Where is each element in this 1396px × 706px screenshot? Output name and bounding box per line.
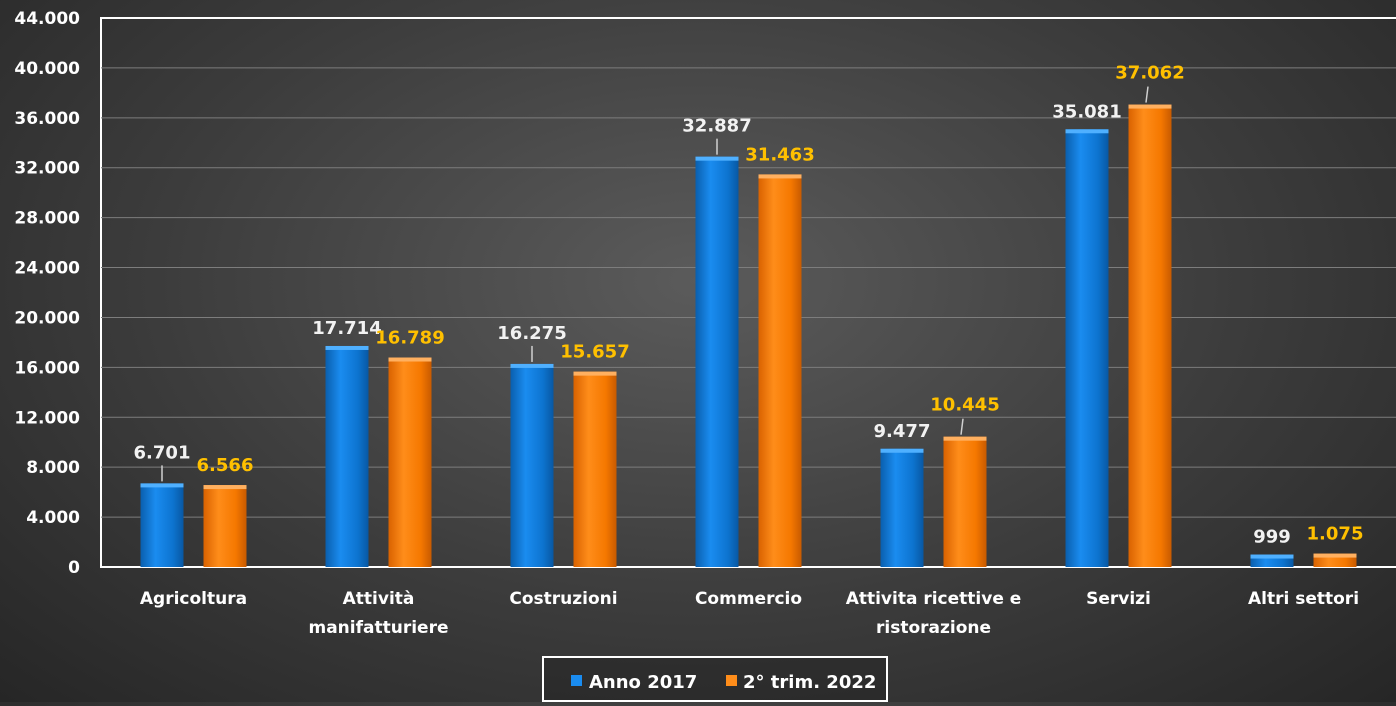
bar-top-anno-2017 — [1065, 129, 1109, 134]
legend-swatch-2-trim-2022 — [726, 675, 737, 686]
bar-anno-2017 — [325, 345, 369, 567]
x-tick-label: Commercio — [695, 589, 802, 609]
data-label-2-trim-2022: 15.657 — [560, 342, 629, 363]
bar-2-trim-2022 — [943, 436, 987, 567]
bar-top-anno-2017 — [695, 156, 739, 161]
legend-label-2-trim-2022: 2° trim. 2022 — [743, 672, 876, 693]
bar-2-trim-2022 — [388, 357, 432, 567]
x-tick-label: Altri settori — [1248, 589, 1359, 609]
bar-anno-2017 — [510, 363, 554, 567]
bar-top-2-trim-2022 — [573, 371, 617, 376]
data-label-2-trim-2022: 6.566 — [197, 455, 254, 476]
bar-2-trim-2022 — [203, 485, 247, 567]
x-tick-label: Attivita ricettive e — [846, 589, 1022, 609]
data-label-2-trim-2022: 10.445 — [930, 395, 999, 416]
bar-top-anno-2017 — [325, 345, 369, 350]
leader-line — [1145, 86, 1149, 103]
data-label-2-trim-2022: 1.075 — [1307, 524, 1364, 545]
x-tick-label: ristorazione — [876, 618, 991, 638]
y-tick-label: 36.000 — [14, 109, 80, 129]
bar-top-anno-2017 — [510, 363, 554, 368]
y-tick-label: 16.000 — [14, 358, 80, 378]
y-tick-label: 24.000 — [14, 259, 80, 279]
data-label-anno-2017: 32.887 — [682, 116, 751, 137]
y-tick-label: 0 — [68, 558, 80, 578]
data-label-2-trim-2022: 31.463 — [745, 144, 814, 165]
leader-line — [960, 418, 964, 435]
bar-top-2-trim-2022 — [1128, 104, 1172, 109]
bar-2-trim-2022 — [1128, 104, 1172, 567]
bar-top-2-trim-2022 — [203, 485, 247, 490]
y-tick-label: 12.000 — [14, 408, 80, 428]
data-label-anno-2017: 17.714 — [312, 318, 381, 339]
data-label-2-trim-2022: 16.789 — [375, 328, 444, 349]
bar-top-anno-2017 — [1250, 554, 1294, 559]
y-tick-label: 28.000 — [14, 209, 80, 229]
bar-anno-2017 — [1065, 129, 1109, 567]
y-tick-label: 20.000 — [14, 308, 80, 328]
data-label-anno-2017: 16.275 — [497, 323, 566, 344]
legend-label-anno-2017: Anno 2017 — [589, 672, 697, 693]
bar-anno-2017 — [695, 156, 739, 568]
bar-top-2-trim-2022 — [943, 436, 987, 441]
y-tick-label: 44.000 — [14, 9, 80, 29]
x-tick-label: Agricoltura — [140, 589, 247, 609]
data-label-anno-2017: 999 — [1253, 527, 1291, 548]
data-label-anno-2017: 35.081 — [1052, 101, 1121, 122]
data-label-anno-2017: 6.701 — [134, 442, 191, 463]
bar-2-trim-2022 — [573, 371, 617, 567]
bar-top-2-trim-2022 — [388, 357, 432, 362]
y-tick-label: 40.000 — [14, 59, 80, 79]
legend-box — [542, 656, 888, 702]
bar-top-2-trim-2022 — [758, 174, 802, 179]
data-label-anno-2017: 9.477 — [874, 421, 931, 442]
bar-anno-2017 — [880, 448, 924, 567]
data-label-2-trim-2022: 37.062 — [1115, 63, 1184, 84]
x-tick-label: Attività — [343, 589, 415, 609]
bar-anno-2017 — [140, 483, 184, 567]
y-tick-label: 8.000 — [26, 458, 80, 478]
bar-top-anno-2017 — [880, 448, 924, 453]
bar-2-trim-2022 — [758, 174, 802, 568]
x-tick-label: Costruzioni — [509, 589, 617, 609]
plot-area: 0 4.000 8.000 12.000 16.000 20.000 24.000 28.00… — [14, 9, 1396, 702]
y-tick-label: 32.000 — [14, 159, 80, 179]
legend-swatch-anno-2017 — [571, 675, 582, 686]
x-tick-label: manifatturiere — [309, 618, 449, 638]
bar-top-anno-2017 — [140, 483, 184, 488]
plot-frame — [100, 17, 1396, 568]
bar-top-2-trim-2022 — [1313, 553, 1357, 558]
x-tick-label: Servizi — [1086, 589, 1151, 609]
y-tick-label: 4.000 — [26, 508, 80, 528]
